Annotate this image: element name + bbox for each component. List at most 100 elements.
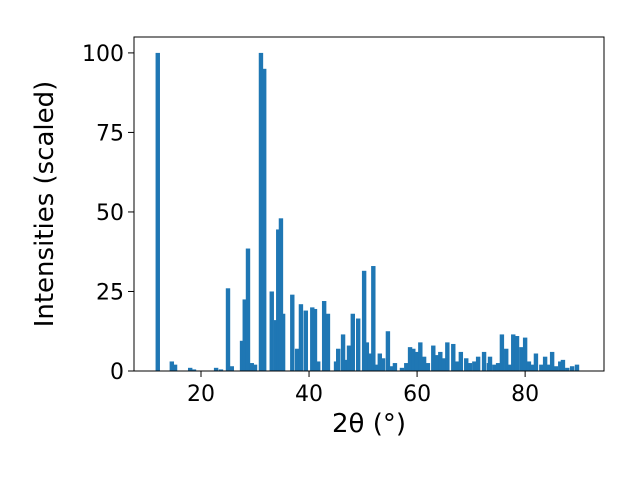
bar <box>276 229 281 371</box>
bar <box>303 310 308 371</box>
bar <box>373 364 379 371</box>
bar <box>367 353 373 371</box>
bar <box>533 353 539 371</box>
bar <box>249 363 254 371</box>
bar <box>418 342 423 371</box>
bar <box>421 356 427 371</box>
bar <box>310 307 315 371</box>
bar <box>169 361 175 371</box>
bar <box>377 353 383 371</box>
bar <box>350 313 355 371</box>
bar <box>346 345 352 371</box>
bar <box>258 52 264 372</box>
bar <box>445 342 450 371</box>
bar <box>549 351 555 371</box>
bar <box>504 348 509 371</box>
bar <box>404 363 409 371</box>
x-tick-label: 80 <box>511 382 539 407</box>
bar <box>492 364 497 371</box>
bar <box>441 358 447 371</box>
bar <box>364 342 370 371</box>
bar <box>458 351 464 371</box>
x-tick-label: 20 <box>187 382 215 407</box>
bar <box>278 218 284 371</box>
bar <box>312 308 318 371</box>
bar <box>392 363 398 371</box>
bar <box>411 348 416 371</box>
x-tick-label: 60 <box>403 382 431 407</box>
bar <box>487 356 493 371</box>
x-tick-label: 40 <box>295 382 323 407</box>
bar <box>438 351 443 371</box>
x-axis-label: 2θ (°) <box>332 409 406 439</box>
bar <box>340 334 346 371</box>
bar <box>434 355 440 371</box>
bar <box>399 367 405 371</box>
bar <box>451 343 456 371</box>
bar <box>229 366 234 371</box>
bar <box>558 361 563 371</box>
bar <box>218 369 224 371</box>
bar <box>539 364 544 371</box>
bar <box>481 351 487 371</box>
bar <box>574 364 580 371</box>
bar <box>565 367 570 371</box>
bar <box>316 361 321 371</box>
bar <box>252 364 258 371</box>
plot-frame <box>133 36 605 372</box>
bar <box>553 366 559 371</box>
bar <box>511 334 516 371</box>
bar <box>529 364 535 371</box>
bar <box>414 351 420 371</box>
bar <box>569 366 575 371</box>
bar <box>239 340 245 371</box>
bar <box>344 359 349 371</box>
bar <box>385 331 391 371</box>
bar <box>407 347 413 371</box>
bar <box>321 301 327 371</box>
bar <box>242 299 247 371</box>
bar <box>507 364 513 371</box>
bar <box>187 367 193 371</box>
bar <box>388 366 394 371</box>
y-tick-label: 0 <box>110 360 124 385</box>
bar <box>514 336 520 371</box>
bar <box>431 345 436 371</box>
bar <box>290 294 295 371</box>
bar <box>191 369 197 371</box>
bar <box>325 313 331 371</box>
bar <box>245 248 251 371</box>
bar <box>336 348 341 371</box>
bar <box>298 304 304 371</box>
bar <box>225 288 231 371</box>
y-axis-label: Intensities (scaled) <box>30 81 60 328</box>
y-tick-label: 50 <box>96 201 124 226</box>
bar <box>454 361 460 371</box>
bar <box>213 367 219 371</box>
y-tick-label: 25 <box>96 280 124 305</box>
bar <box>464 358 469 371</box>
bar <box>355 318 361 371</box>
bar <box>522 337 528 371</box>
bar <box>519 347 524 371</box>
bar <box>475 356 481 371</box>
bar <box>155 52 160 372</box>
bar <box>425 363 431 371</box>
bar <box>269 291 274 371</box>
bar <box>172 364 178 371</box>
bar <box>472 361 477 371</box>
bar <box>499 334 505 371</box>
bar <box>526 361 532 371</box>
bar <box>294 348 300 371</box>
bar <box>546 364 551 371</box>
bar <box>542 356 548 371</box>
y-tick-label: 100 <box>82 42 124 67</box>
bar <box>371 266 376 371</box>
bar <box>280 313 286 371</box>
bar <box>380 358 386 371</box>
bar <box>495 363 501 371</box>
bar <box>361 270 367 371</box>
bar <box>261 68 267 372</box>
bar <box>467 363 473 371</box>
